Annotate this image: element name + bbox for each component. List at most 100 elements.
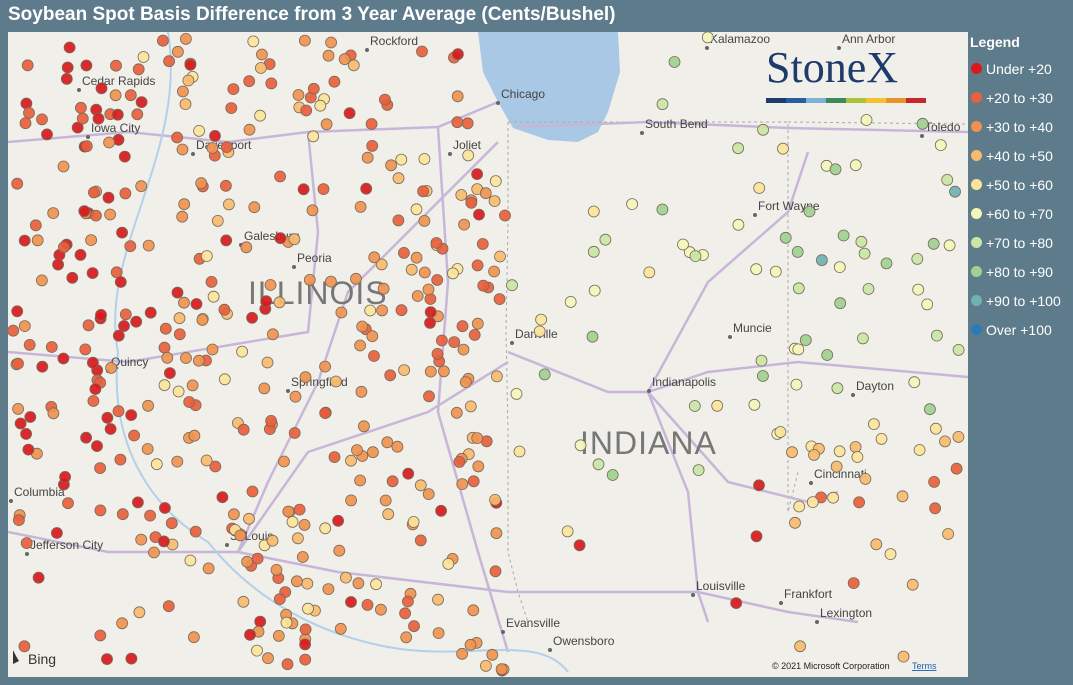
location-dot[interactable] <box>163 55 176 68</box>
location-dot[interactable] <box>333 544 346 557</box>
location-dot[interactable] <box>132 63 145 76</box>
location-dot[interactable] <box>927 237 940 250</box>
location-dot[interactable] <box>587 245 600 258</box>
location-dot[interactable] <box>288 233 301 246</box>
location-dot[interactable] <box>80 431 92 444</box>
location-dot[interactable] <box>114 453 127 466</box>
location-dot[interactable] <box>451 90 464 103</box>
location-dot[interactable] <box>407 516 420 528</box>
location-dot[interactable] <box>103 136 115 149</box>
location-dot[interactable] <box>424 293 437 305</box>
location-dot[interactable] <box>23 338 36 351</box>
location-dot[interactable] <box>354 339 367 352</box>
location-dot[interactable] <box>94 629 107 642</box>
location-dot[interactable] <box>499 209 511 222</box>
location-dot[interactable] <box>61 61 74 74</box>
location-dot[interactable] <box>857 332 869 345</box>
location-dot[interactable] <box>356 320 369 333</box>
legend-item[interactable]: Under +20 <box>968 54 1073 83</box>
location-dot[interactable] <box>668 56 681 68</box>
location-dot[interactable] <box>251 552 264 565</box>
location-dot[interactable] <box>574 439 587 452</box>
location-dot[interactable] <box>592 458 605 471</box>
location-dot[interactable] <box>86 267 99 280</box>
location-dot[interactable] <box>109 89 122 102</box>
location-dot[interactable] <box>184 554 197 567</box>
legend-item[interactable]: +30 to +40 <box>968 112 1073 141</box>
location-dot[interactable] <box>171 286 184 299</box>
location-dot[interactable] <box>94 504 107 517</box>
legend-item[interactable]: +60 to +70 <box>968 199 1073 228</box>
location-dot[interactable] <box>47 207 60 220</box>
location-dot[interactable] <box>307 82 320 95</box>
location-dot[interactable] <box>8 324 20 337</box>
location-dot[interactable] <box>274 170 287 183</box>
location-dot[interactable] <box>489 565 502 578</box>
location-dot[interactable] <box>296 551 309 563</box>
location-dot[interactable] <box>319 407 332 420</box>
location-dot[interactable] <box>339 571 352 584</box>
location-dot[interactable] <box>489 175 502 188</box>
legend-item[interactable]: +20 to +30 <box>968 83 1073 112</box>
location-dot[interactable] <box>119 187 132 200</box>
location-dot[interactable] <box>808 448 820 461</box>
location-dot[interactable] <box>88 186 100 199</box>
location-dot[interactable] <box>408 620 420 633</box>
location-dot[interactable] <box>402 467 415 480</box>
location-dot[interactable] <box>368 350 380 362</box>
location-dot[interactable] <box>599 233 612 246</box>
location-dot[interactable] <box>14 417 27 430</box>
location-dot[interactable] <box>63 41 76 54</box>
location-dot[interactable] <box>456 478 469 491</box>
location-dot[interactable] <box>302 602 314 615</box>
location-dot[interactable] <box>57 352 70 365</box>
location-dot[interactable] <box>477 279 490 292</box>
location-dot[interactable] <box>564 295 577 308</box>
location-dot[interactable] <box>379 494 392 507</box>
location-dot[interactable] <box>79 343 92 356</box>
location-dot[interactable] <box>688 400 701 412</box>
location-dot[interactable] <box>472 460 485 473</box>
location-dot[interactable] <box>448 336 461 349</box>
location-dot[interactable] <box>435 504 448 517</box>
location-dot[interactable] <box>418 153 431 165</box>
location-dot[interactable] <box>306 204 319 217</box>
location-dot[interactable] <box>384 369 397 382</box>
location-dot[interactable] <box>125 652 138 665</box>
location-dot[interactable] <box>794 640 806 653</box>
location-dot[interactable] <box>347 59 360 72</box>
location-dot[interactable] <box>392 214 405 227</box>
location-dot[interactable] <box>89 383 102 396</box>
location-dot[interactable] <box>141 443 154 455</box>
location-dot[interactable] <box>76 112 89 125</box>
location-dot[interactable] <box>418 214 431 227</box>
location-dot[interactable] <box>200 250 213 263</box>
location-dot[interactable] <box>264 279 277 291</box>
location-dot[interactable] <box>36 274 48 287</box>
location-dot[interactable] <box>182 74 195 87</box>
location-dot[interactable] <box>82 319 95 332</box>
location-dot[interactable] <box>405 263 418 276</box>
location-dot[interactable] <box>328 451 341 464</box>
location-dot[interactable] <box>116 617 128 630</box>
location-dot[interactable] <box>689 250 702 263</box>
location-dot[interactable] <box>18 640 31 653</box>
location-dot[interactable] <box>386 475 399 488</box>
location-dot[interactable] <box>368 251 381 264</box>
location-dot[interactable] <box>769 265 782 278</box>
location-dot[interactable] <box>561 525 574 538</box>
location-dot[interactable] <box>21 59 34 72</box>
location-dot[interactable] <box>493 293 506 306</box>
location-dot[interactable] <box>193 125 206 137</box>
location-dot[interactable] <box>101 411 114 424</box>
location-dot[interactable] <box>464 400 477 413</box>
location-dot[interactable] <box>119 308 132 321</box>
location-dot[interactable] <box>237 595 250 608</box>
location-dot[interactable] <box>207 290 220 303</box>
location-dot[interactable] <box>292 89 305 101</box>
location-dot[interactable] <box>777 142 789 155</box>
location-dot[interactable] <box>422 283 435 296</box>
location-dot[interactable] <box>80 59 93 72</box>
location-dot[interactable] <box>793 500 806 513</box>
legend-item[interactable]: +80 to +90 <box>968 257 1073 286</box>
